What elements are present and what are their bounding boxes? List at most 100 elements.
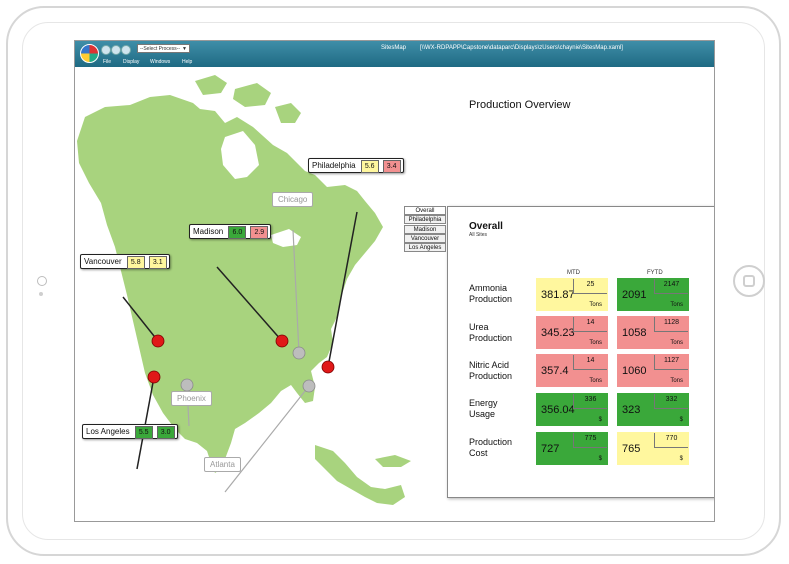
kpi-target: 332 bbox=[654, 394, 688, 409]
kpi-cell-urea-fytd[interactable]: 1058 1128 Tons bbox=[616, 315, 690, 350]
back-icon[interactable] bbox=[101, 45, 111, 55]
callout-value-1: 6.0 bbox=[228, 226, 247, 239]
sensor-dot bbox=[39, 292, 43, 296]
kpi-value: 727 bbox=[541, 443, 560, 455]
callout-site-name: Madison bbox=[193, 227, 224, 236]
leader-line-chicago bbox=[292, 229, 300, 354]
kpi-unit: Tons bbox=[670, 302, 683, 308]
panel-title: Overall bbox=[469, 221, 503, 232]
kpi-cell-nitric-fytd[interactable]: 1060 1127 Tons bbox=[616, 353, 690, 388]
callout-value-2: 3.1 bbox=[148, 256, 167, 269]
arctic-island-2 bbox=[233, 83, 271, 107]
kpi-unit: $ bbox=[679, 456, 683, 462]
menu-windows[interactable]: Windows bbox=[150, 59, 171, 65]
kpi-unit: Tons bbox=[589, 378, 602, 384]
panel-subtitle: All Sites bbox=[469, 232, 488, 238]
site-marker-madison[interactable] bbox=[275, 334, 289, 348]
site-button-philadelphia[interactable]: Philadelphia bbox=[404, 215, 446, 224]
row-label-urea: Urea Production bbox=[469, 322, 512, 344]
kpi-unit: $ bbox=[598, 417, 602, 423]
kpi-value: 381.87 bbox=[541, 289, 575, 301]
row-label-line: Production bbox=[469, 294, 513, 304]
callout-value-2: 3.0 bbox=[156, 426, 175, 439]
kpi-target: 2147 bbox=[654, 279, 688, 294]
site-marker-philadelphia[interactable] bbox=[321, 360, 335, 374]
kpi-value: 345.23 bbox=[541, 327, 575, 339]
kpi-value: 356.04 bbox=[541, 404, 575, 416]
row-label-line: Ammonia bbox=[469, 283, 508, 293]
callout-madison[interactable]: Madison 6.0 2.9 bbox=[189, 224, 272, 239]
leader-line-madison bbox=[216, 266, 283, 342]
kpi-panel: Overall All Sites MTD FYTD Ammonia Produ… bbox=[447, 206, 714, 498]
kpi-value: 357.4 bbox=[541, 365, 569, 377]
kpi-unit: Tons bbox=[670, 378, 683, 384]
ghost-label-phoenix[interactable]: Phoenix bbox=[171, 391, 212, 406]
column-header-mtd: MTD bbox=[567, 270, 580, 276]
app-window: --Select Process-- ▼ SitesMap [\\WX-RDPA… bbox=[74, 40, 715, 522]
row-label-ammonia: Ammonia Production bbox=[469, 283, 512, 305]
kpi-value: 765 bbox=[622, 443, 641, 455]
kpi-cell-ammonia-fytd[interactable]: 2091 2147 Tons bbox=[616, 277, 690, 312]
kpi-cell-cost-fytd[interactable]: 765 770 $ bbox=[616, 431, 690, 466]
kpi-unit: Tons bbox=[670, 340, 683, 346]
site-marker-vancouver[interactable] bbox=[151, 334, 165, 348]
site-markers bbox=[147, 334, 335, 393]
forward-icon[interactable] bbox=[111, 45, 121, 55]
kpi-value: 323 bbox=[622, 404, 641, 416]
site-marker-chicago[interactable] bbox=[292, 346, 306, 360]
home-button[interactable] bbox=[733, 265, 765, 297]
site-button-los-angeles[interactable]: Los Angeles bbox=[404, 243, 446, 252]
kpi-target: 775 bbox=[573, 433, 607, 448]
callout-philadelphia[interactable]: Philadelphia 5.6 3.4 bbox=[308, 158, 404, 173]
callout-site-name: Vancouver bbox=[84, 257, 122, 266]
kpi-cell-ammonia-mtd[interactable]: 381.87 25 Tons bbox=[535, 277, 609, 312]
arctic-island-3 bbox=[275, 103, 301, 123]
leader-lines bbox=[122, 211, 358, 493]
row-label-line: Production bbox=[469, 333, 513, 343]
menu-display[interactable]: Display bbox=[123, 59, 140, 65]
kpi-value: 2091 bbox=[622, 289, 647, 301]
callout-vancouver[interactable]: Vancouver 5.8 3.1 bbox=[80, 254, 170, 269]
callout-value-2: 3.4 bbox=[382, 160, 401, 173]
page-title: Production Overview bbox=[469, 99, 571, 111]
kpi-unit: $ bbox=[598, 456, 602, 462]
menu-help[interactable]: Help bbox=[182, 59, 193, 65]
process-select[interactable]: --Select Process-- ▼ bbox=[137, 44, 190, 53]
leader-line-vancouver bbox=[122, 296, 159, 342]
refresh-icon[interactable] bbox=[121, 45, 131, 55]
callout-los-angeles[interactable]: Los Angeles 5.5 3.0 bbox=[82, 424, 178, 439]
kpi-cell-nitric-mtd[interactable]: 357.4 14 Tons bbox=[535, 353, 609, 388]
menu-file[interactable]: File bbox=[103, 59, 112, 65]
row-label-line: Usage bbox=[469, 409, 496, 419]
callout-site-name: Philadelphia bbox=[312, 161, 356, 170]
site-button-vancouver[interactable]: Vancouver bbox=[404, 234, 446, 243]
site-marker-phoenix[interactable] bbox=[180, 378, 194, 392]
ghost-label-chicago[interactable]: Chicago bbox=[272, 192, 314, 207]
row-label-nitric-acid: Nitric Acid Production bbox=[469, 360, 512, 382]
hudson-bay bbox=[221, 131, 259, 179]
row-label-line: Energy bbox=[469, 398, 498, 408]
callout-site-name: Los Angeles bbox=[86, 427, 130, 436]
ghost-label-atlanta[interactable]: Atlanta bbox=[204, 457, 241, 472]
kpi-target: 14 bbox=[573, 355, 607, 370]
kpi-value: 1058 bbox=[622, 327, 647, 339]
caribbean-islands bbox=[375, 455, 411, 467]
kpi-cell-cost-mtd[interactable]: 727 775 $ bbox=[535, 431, 609, 466]
app-logo-icon[interactable] bbox=[80, 44, 99, 63]
window-title: SitesMap bbox=[381, 45, 407, 51]
callout-value-2: 2.9 bbox=[250, 226, 269, 239]
north-america-map bbox=[77, 75, 411, 505]
column-header-fytd: FYTD bbox=[647, 270, 663, 276]
kpi-cell-energy-fytd[interactable]: 323 332 $ bbox=[616, 392, 690, 427]
kpi-target: 14 bbox=[573, 317, 607, 332]
kpi-value: 1060 bbox=[622, 365, 647, 377]
window-path: [\\WX-RDPAPP\Capstone\dataparc\Displays\… bbox=[420, 45, 623, 51]
site-marker-atlanta[interactable] bbox=[302, 379, 316, 393]
site-button-overall[interactable]: Overall bbox=[404, 206, 446, 215]
kpi-cell-energy-mtd[interactable]: 356.04 336 $ bbox=[535, 392, 609, 427]
leader-line-los-angeles bbox=[136, 376, 155, 470]
title-bar: --Select Process-- ▼ SitesMap [\\WX-RDPA… bbox=[75, 41, 714, 67]
kpi-cell-urea-mtd[interactable]: 345.23 14 Tons bbox=[535, 315, 609, 350]
site-marker-los-angeles[interactable] bbox=[147, 370, 161, 384]
site-button-madison[interactable]: Madison bbox=[404, 225, 446, 234]
